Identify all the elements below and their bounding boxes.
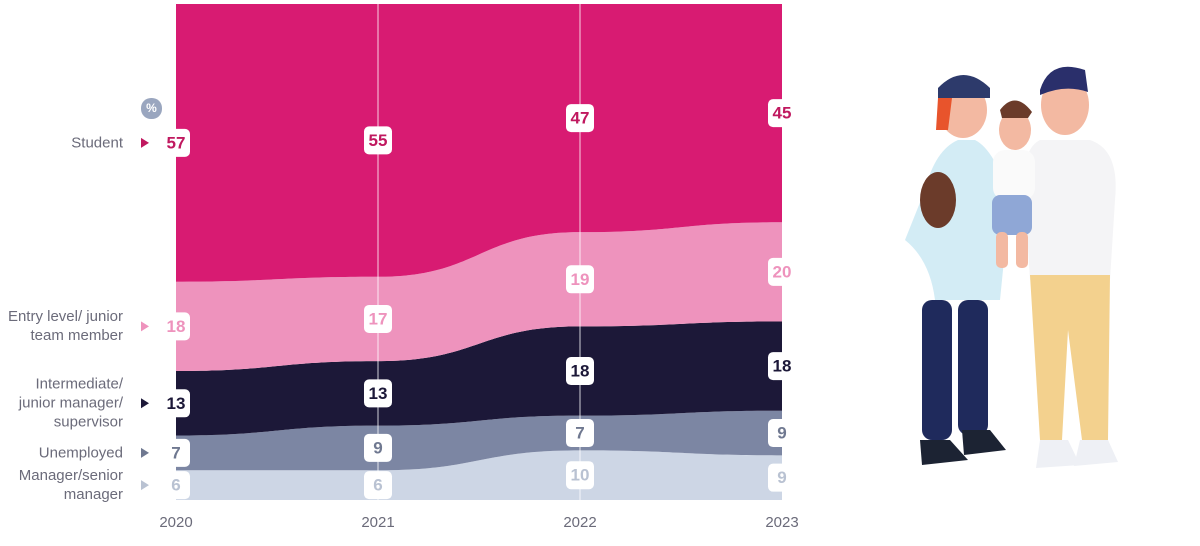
shape — [992, 195, 1032, 235]
value-box — [364, 379, 392, 408]
value-box — [162, 438, 190, 467]
shape — [920, 440, 968, 465]
x-tick-label: 2022 — [563, 514, 596, 531]
legend-label: Entry level/ junior team member — [7, 308, 123, 345]
shape — [922, 300, 952, 440]
value-label: 45 — [773, 104, 792, 123]
value-label: 55 — [369, 131, 388, 150]
shape — [1074, 440, 1118, 466]
value-label: 13 — [167, 394, 186, 413]
legend-marker — [141, 398, 149, 409]
legend-label: Manager/senior manager — [18, 467, 123, 504]
value-box — [364, 471, 392, 500]
value-label: 57 — [167, 133, 186, 152]
area — [176, 222, 782, 372]
value-box — [364, 433, 392, 462]
legend-label: Student — [71, 134, 123, 152]
value-label: 6 — [373, 476, 382, 495]
unit-label: % — [146, 101, 157, 115]
x-tick-label: 2023 — [765, 514, 798, 531]
shape — [993, 150, 1035, 200]
area — [176, 450, 782, 500]
value-label: 10 — [571, 466, 590, 485]
value-box — [162, 471, 190, 500]
value-label: 18 — [773, 357, 792, 376]
legend-marker — [141, 137, 149, 148]
value-label: 7 — [575, 424, 584, 443]
shape — [1000, 100, 1032, 118]
legend-marker — [141, 321, 149, 332]
value-box — [566, 357, 594, 386]
area — [176, 410, 782, 471]
value-label: 6 — [171, 476, 180, 495]
value-box — [768, 257, 796, 286]
shape — [996, 232, 1008, 268]
x-tick-label: 2021 — [361, 514, 394, 531]
value-box — [162, 389, 190, 418]
shape — [962, 430, 1006, 455]
value-label: 9 — [777, 424, 786, 443]
value-box — [768, 463, 796, 492]
value-label: 47 — [571, 109, 590, 128]
unit-badge — [141, 98, 162, 119]
legend-marker — [141, 480, 149, 491]
area — [176, 4, 782, 282]
x-tick-label: 2020 — [159, 514, 192, 531]
value-box — [364, 304, 392, 333]
legend-label: Unemployed — [38, 444, 123, 462]
shape — [1024, 140, 1116, 280]
value-box — [364, 126, 392, 155]
illustration — [905, 66, 1118, 468]
shape — [920, 172, 956, 228]
shape — [1016, 232, 1028, 268]
value-box — [162, 128, 190, 157]
shape — [1036, 440, 1080, 468]
shape — [999, 110, 1031, 150]
value-label: 9 — [777, 468, 786, 487]
value-label: 7 — [171, 443, 180, 462]
value-label: 19 — [571, 270, 590, 289]
shape — [936, 98, 952, 130]
value-box — [768, 352, 796, 381]
value-label: 18 — [167, 317, 186, 336]
value-label: 9 — [373, 438, 382, 457]
value-box — [566, 265, 594, 294]
value-box — [566, 461, 594, 490]
shape — [958, 300, 988, 435]
value-box — [566, 104, 594, 133]
value-label: 17 — [369, 309, 388, 328]
shape — [938, 75, 990, 98]
shape — [1030, 275, 1110, 440]
legend-label: Intermediate/ junior manager/ supervisor — [18, 375, 123, 431]
value-label: 18 — [571, 362, 590, 381]
shape — [1040, 66, 1088, 95]
value-box — [566, 419, 594, 448]
value-label: 13 — [369, 384, 388, 403]
legend-marker — [141, 447, 149, 458]
area — [176, 321, 782, 436]
value-label: 20 — [773, 262, 792, 281]
value-box — [768, 99, 796, 128]
value-box — [768, 419, 796, 448]
value-box — [162, 312, 190, 341]
